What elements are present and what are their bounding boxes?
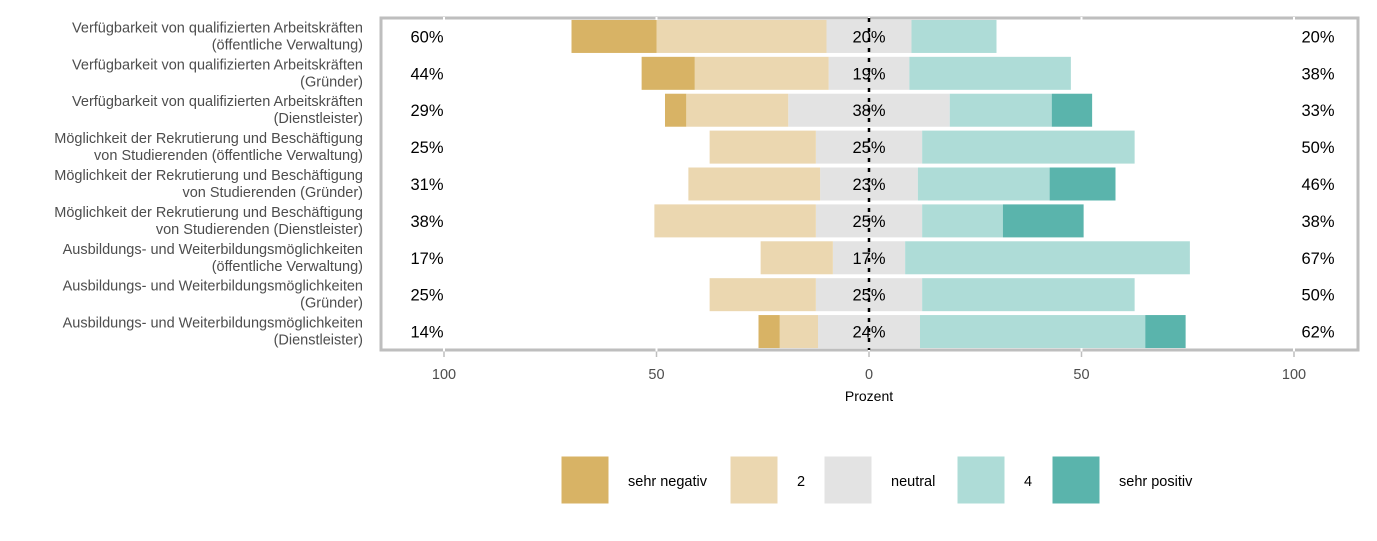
bar-row4-2 xyxy=(709,130,816,164)
x-axis-title: Prozent xyxy=(845,388,893,404)
category-label-5-line2: von Studierenden (Gründer) xyxy=(182,185,363,201)
bar-row5-neutral xyxy=(820,167,918,201)
bar-row2-sehr-negativ xyxy=(641,56,695,90)
bar-row6-2 xyxy=(654,204,816,238)
bars-layer xyxy=(571,19,1190,349)
center-percent-label: 23% xyxy=(852,176,885,194)
category-label-6-line2: von Studierenden (Dienstleister) xyxy=(156,222,363,238)
x-tick-label-3: 50 xyxy=(1073,367,1089,383)
legend-swatch-neutral xyxy=(823,455,873,505)
category-label-6-line1: Möglichkeit der Rekrutierung und Beschäf… xyxy=(54,205,363,221)
legend-swatch-2 xyxy=(729,455,779,505)
right-percent-label: 50% xyxy=(1301,287,1334,305)
category-label-4-line1: Möglichkeit der Rekrutierung und Beschäf… xyxy=(54,131,363,147)
left-percent-label: 44% xyxy=(410,65,443,83)
x-tick-label-4: 100 xyxy=(1282,367,1306,383)
right-percent-label: 50% xyxy=(1301,139,1334,157)
labels-layer: Verfügbarkeit von qualifizierten Arbeits… xyxy=(54,18,1335,350)
category-label-1-line1: Verfügbarkeit von qualifizierten Arbeits… xyxy=(72,20,363,36)
x-axis: 100 50 0 50 100 xyxy=(432,352,1306,383)
bar-row3-4 xyxy=(949,93,1052,127)
bar-row2-4 xyxy=(909,56,1071,90)
category-label-3-line2: (Dienstleister) xyxy=(274,111,363,127)
bar-row8-neutral xyxy=(815,278,923,312)
bar-row7-4 xyxy=(905,241,1190,275)
bar-row8-2 xyxy=(709,278,816,312)
bar-row7-2 xyxy=(760,241,833,275)
legend-label-2: 2 xyxy=(797,474,805,490)
bar-row6-sehr-positiv xyxy=(1002,204,1084,238)
legend: sehr negativ 2 neutral 4 sehr positiv xyxy=(560,455,1193,505)
bar-row3-2 xyxy=(686,93,789,127)
legend-label-sehr-negativ: sehr negativ xyxy=(628,474,708,490)
center-percent-label: 24% xyxy=(852,324,885,342)
left-percent-label: 60% xyxy=(410,28,443,46)
category-label-9-line2: (Dienstleister) xyxy=(274,333,363,349)
bar-row1-4 xyxy=(911,19,997,53)
x-tick-label-2: 0 xyxy=(865,367,873,383)
left-percent-label: 38% xyxy=(410,213,443,231)
right-percent-label: 46% xyxy=(1301,176,1334,194)
x-tick-label-1: 50 xyxy=(648,367,664,383)
category-label-7-line1: Ausbildungs- und Weiterbildungsmöglichke… xyxy=(63,242,363,258)
category-label-1-line2: (öffentliche Verwaltung) xyxy=(212,37,363,53)
category-label-8-line1: Ausbildungs- und Weiterbildungsmöglichke… xyxy=(63,279,363,295)
center-percent-label: 25% xyxy=(852,287,885,305)
bar-row9-sehr-positiv xyxy=(1145,315,1186,349)
bar-row5-2 xyxy=(688,167,821,201)
legend-swatch-4 xyxy=(956,455,1006,505)
legend-swatch-sehr-negativ xyxy=(560,455,610,505)
bar-row2-neutral xyxy=(828,56,910,90)
category-label-3-line1: Verfügbarkeit von qualifizierten Arbeits… xyxy=(72,94,363,110)
bar-row1-2 xyxy=(656,19,827,53)
bar-row1-sehr-negativ xyxy=(571,19,657,53)
bar-row4-4 xyxy=(922,130,1135,164)
bar-row2-2 xyxy=(694,56,829,90)
left-percent-label: 29% xyxy=(410,102,443,120)
x-tick-label-0: 100 xyxy=(432,367,456,383)
bar-row3-sehr-positiv xyxy=(1051,93,1093,127)
category-label-9-line1: Ausbildungs- und Weiterbildungsmöglichke… xyxy=(63,316,363,332)
right-percent-label: 67% xyxy=(1301,250,1334,268)
legend-swatch-sehr-positiv xyxy=(1051,455,1101,505)
left-percent-label: 25% xyxy=(410,287,443,305)
right-percent-label: 33% xyxy=(1301,102,1334,120)
legend-label-neutral: neutral xyxy=(891,474,935,490)
bar-row9-4 xyxy=(920,315,1146,349)
right-percent-label: 62% xyxy=(1301,324,1334,342)
right-percent-label: 20% xyxy=(1301,28,1334,46)
category-label-4-line2: von Studierenden (öffentliche Verwaltung… xyxy=(94,148,363,164)
bar-row6-4 xyxy=(922,204,1003,238)
right-percent-label: 38% xyxy=(1301,65,1334,83)
bar-row8-4 xyxy=(922,278,1135,312)
bar-row1-neutral xyxy=(826,19,912,53)
bar-row5-sehr-positiv xyxy=(1049,167,1116,201)
category-label-5-line1: Möglichkeit der Rekrutierung und Beschäf… xyxy=(54,168,363,184)
category-label-7-line2: (öffentliche Verwaltung) xyxy=(212,259,363,275)
left-percent-label: 14% xyxy=(410,324,443,342)
legend-label-4: 4 xyxy=(1024,474,1032,490)
category-label-2-line2: (Gründer) xyxy=(300,74,363,90)
center-percent-label: 19% xyxy=(852,65,885,83)
legend-label-sehr-positiv: sehr positiv xyxy=(1119,474,1193,490)
category-label-2-line1: Verfügbarkeit von qualifizierten Arbeits… xyxy=(72,57,363,73)
bar-row3-sehr-negativ xyxy=(665,93,687,127)
right-percent-label: 38% xyxy=(1301,213,1334,231)
category-label-8-line2: (Gründer) xyxy=(300,296,363,312)
left-percent-label: 31% xyxy=(410,176,443,194)
center-percent-label: 20% xyxy=(852,28,885,46)
left-percent-label: 17% xyxy=(410,250,443,268)
bar-row9-2 xyxy=(779,315,818,349)
bar-row9-sehr-negativ xyxy=(758,315,780,349)
bar-row5-4 xyxy=(917,167,1050,201)
left-percent-label: 25% xyxy=(410,139,443,157)
